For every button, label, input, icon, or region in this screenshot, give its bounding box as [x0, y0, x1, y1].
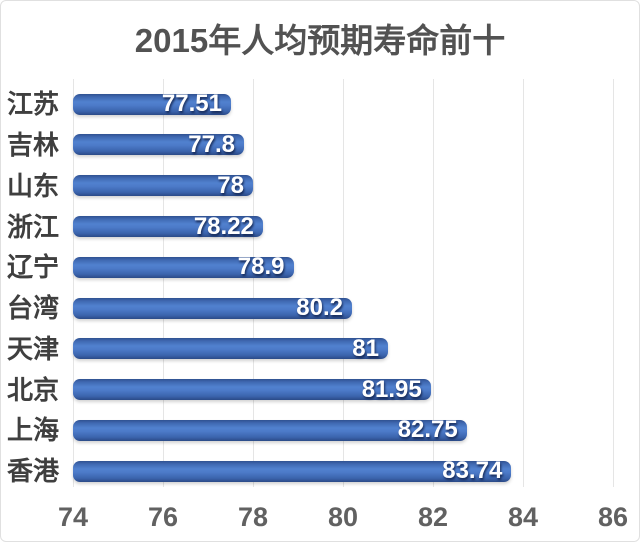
- gridline-x-78: [253, 79, 254, 487]
- bar-2: 77.8: [73, 130, 244, 158]
- category-label-2: 吉林: [7, 129, 60, 160]
- value-label-6: 80.2: [296, 294, 343, 322]
- x-axis-tick-label: 80: [327, 502, 359, 532]
- gridline-x-76: [163, 79, 164, 487]
- value-label-10: 83.74: [442, 457, 503, 485]
- x-axis-tick-label: 78: [237, 502, 269, 532]
- category-label-3: 山东: [7, 170, 60, 201]
- value-label-2: 77.8: [188, 130, 235, 158]
- value-label-1: 77.51: [161, 90, 222, 118]
- category-label-7: 天津: [7, 333, 60, 364]
- value-label-4: 78.22: [193, 212, 254, 240]
- value-label-9: 82.75: [397, 416, 458, 444]
- value-label-7: 81: [352, 334, 379, 362]
- gridline-x-86: [613, 79, 614, 487]
- category-label-9: 上海: [7, 415, 60, 446]
- gridline-x-74: [73, 79, 74, 487]
- bar-8: 81.95: [73, 375, 431, 403]
- category-label-1: 江苏: [7, 89, 60, 120]
- x-axis-tick-label: 86: [597, 502, 629, 532]
- x-axis-tick-label: 84: [507, 502, 539, 532]
- x-axis-tick-label: 74: [57, 502, 89, 532]
- category-label-8: 北京: [7, 374, 60, 405]
- bar-5: 78.9: [73, 253, 294, 281]
- chart-title: 2015年人均预期寿命前十: [134, 22, 506, 59]
- bar-9: 82.75: [73, 416, 467, 444]
- value-label-3: 78: [217, 171, 244, 199]
- category-label-4: 浙江: [7, 211, 60, 242]
- category-label-5: 辽宁: [7, 252, 60, 283]
- category-label-6: 台湾: [7, 293, 60, 324]
- bar-1: 77.51: [73, 90, 231, 118]
- category-label-10: 香港: [7, 456, 60, 487]
- bar-4: 78.22: [73, 212, 263, 240]
- value-label-5: 78.9: [237, 253, 285, 281]
- value-label-8: 81.95: [361, 375, 422, 403]
- gridline-x-84: [523, 79, 524, 487]
- bar-10: 83.74: [73, 457, 512, 485]
- gridline-x-82: [433, 79, 434, 487]
- bar-6: 80.2: [73, 294, 352, 322]
- bar-3: 78: [73, 171, 253, 199]
- bar-7: 81: [73, 334, 388, 362]
- x-axis-tick-label: 76: [147, 502, 179, 532]
- gridline-x-80: [343, 79, 344, 487]
- x-axis-tick-label: 82: [417, 502, 449, 532]
